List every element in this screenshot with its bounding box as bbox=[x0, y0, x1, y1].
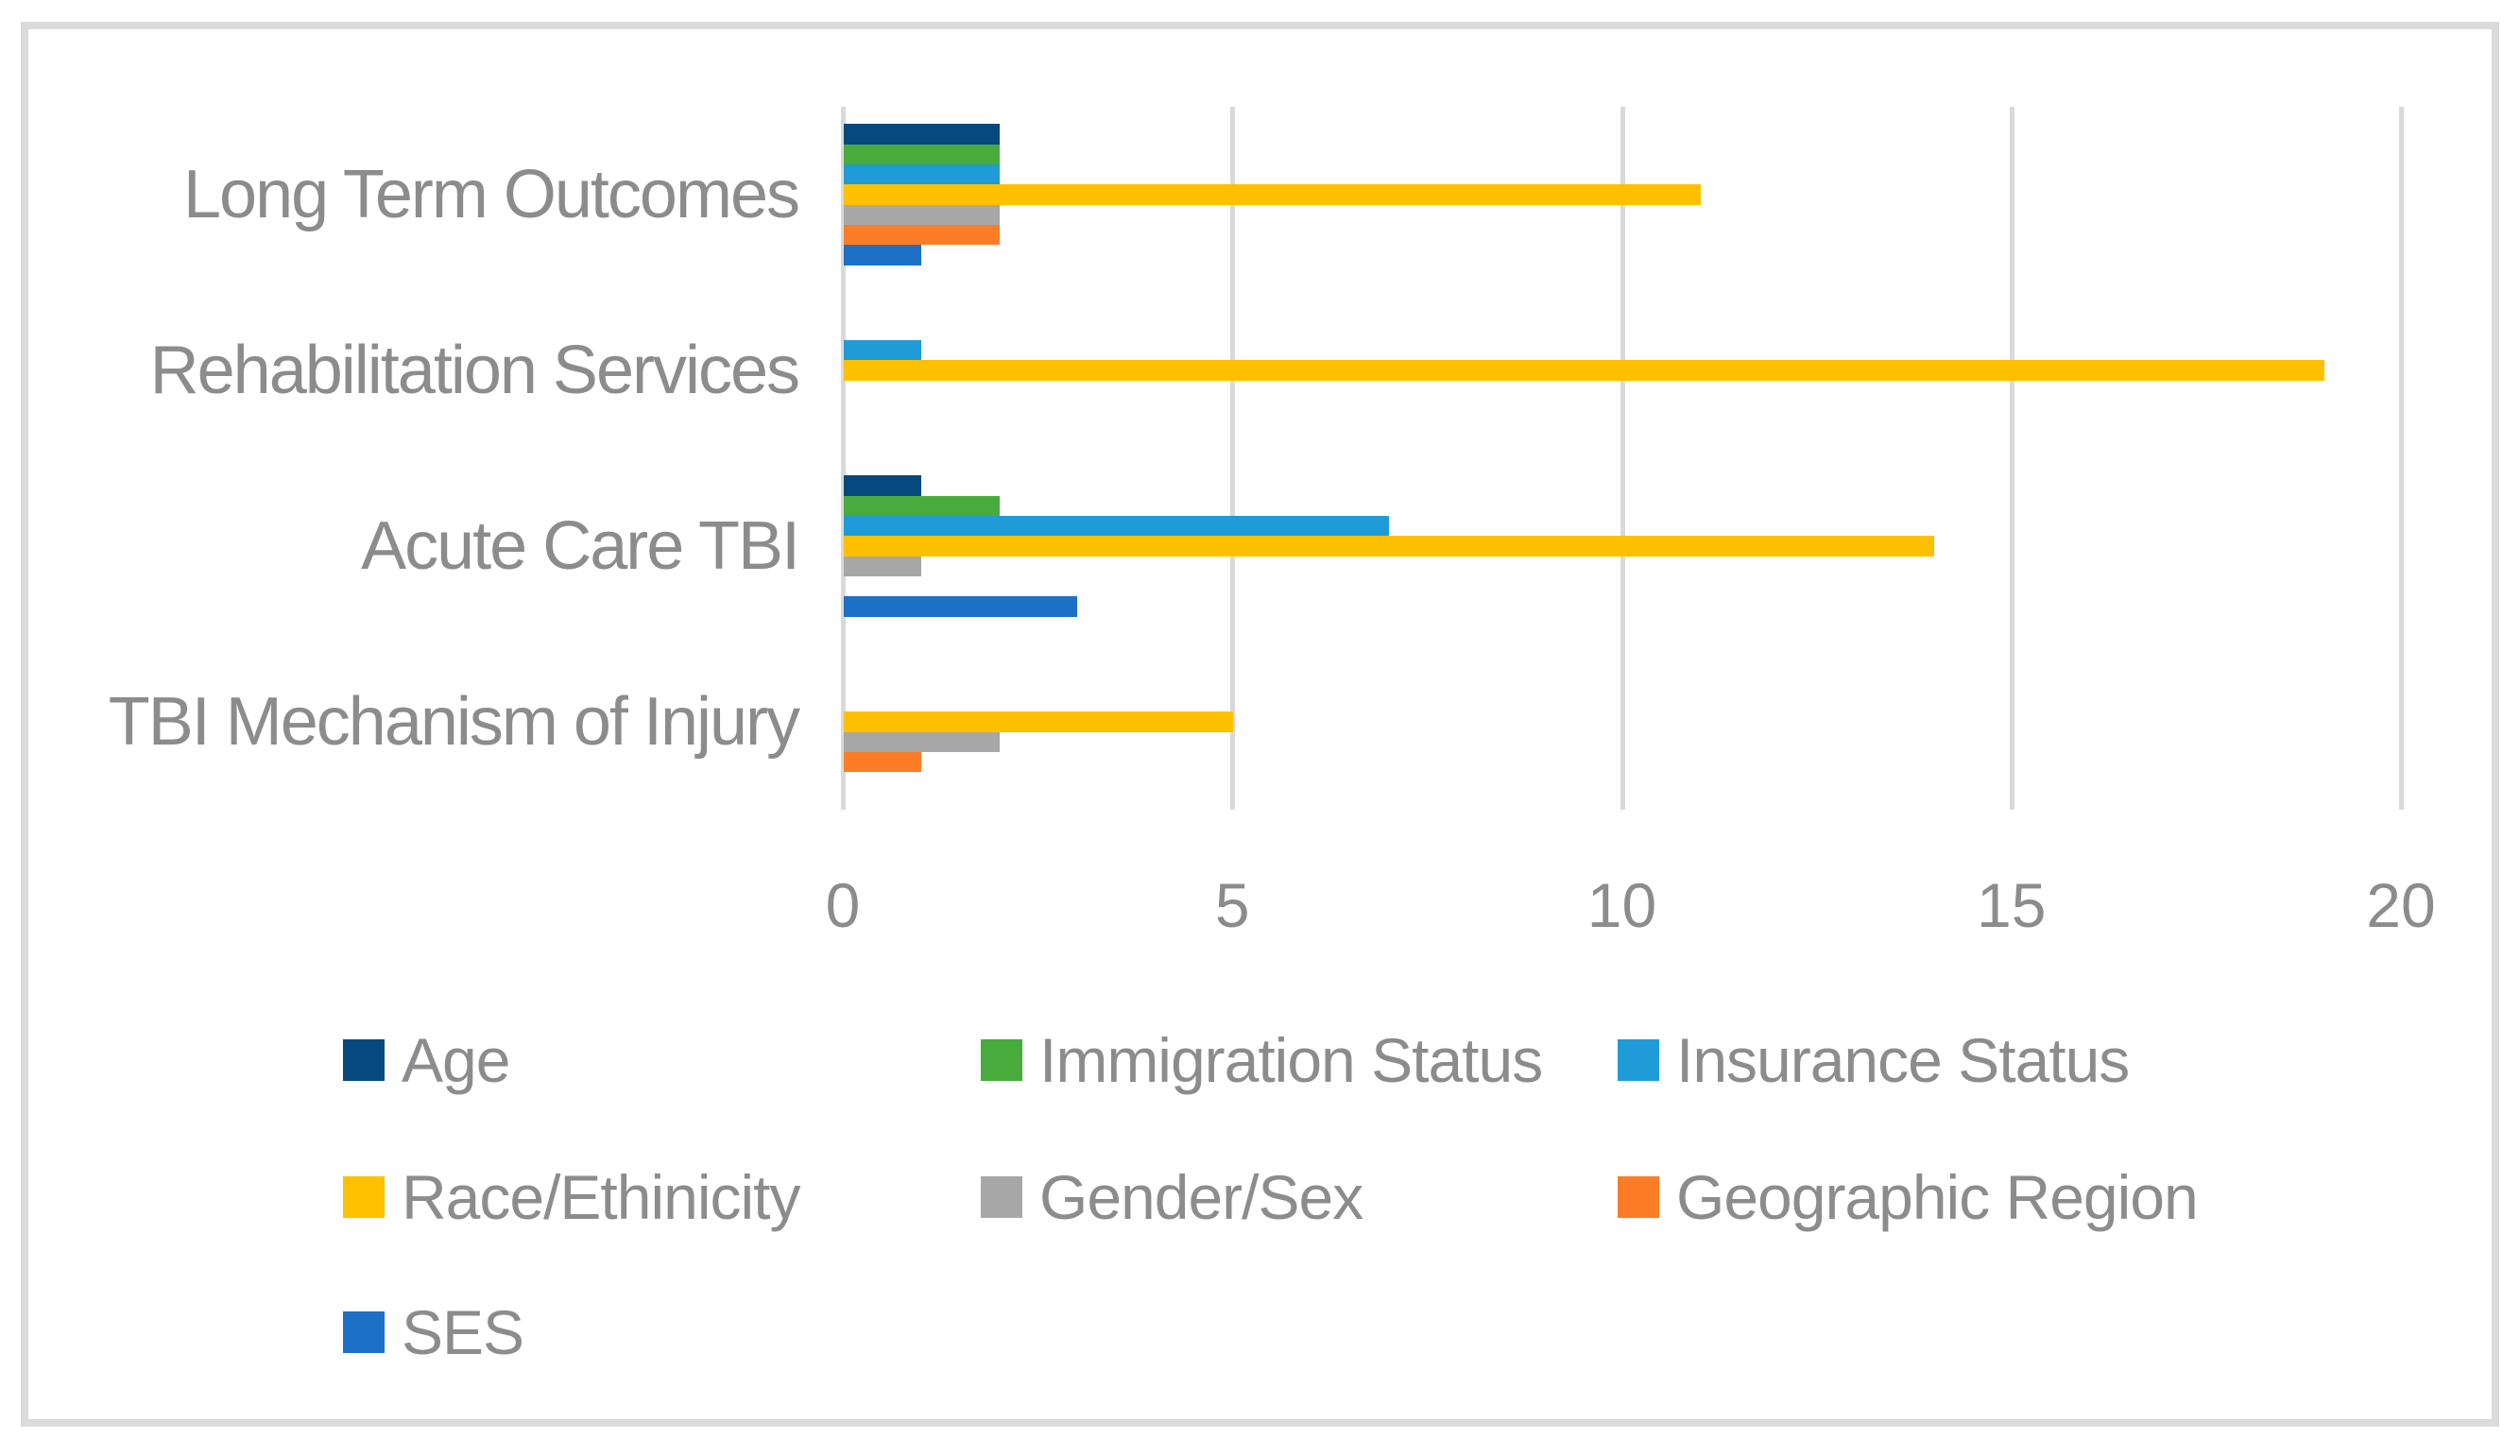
legend-label-insurance-status: Insurance Status bbox=[1676, 1025, 2130, 1095]
legend-swatch-gender-sex bbox=[981, 1176, 1022, 1218]
x-tick-label-15: 15 bbox=[1977, 870, 2047, 940]
gridline-15 bbox=[2009, 107, 2014, 810]
bar-geographic-region-tbi-mechanism-of-injury bbox=[844, 751, 922, 773]
legend-label-ses: SES bbox=[402, 1297, 524, 1367]
legend-item-insurance-status: Insurance Status bbox=[1618, 1025, 2130, 1095]
chart-frame bbox=[21, 22, 2499, 1427]
bar-race-ethinicity-rehabilitation-services bbox=[844, 360, 2324, 381]
bar-insurance-status-rehabilitation-services bbox=[844, 340, 922, 361]
legend-label-gender-sex: Gender/Sex bbox=[1039, 1162, 1363, 1232]
x-tick-label-20: 20 bbox=[2366, 870, 2436, 940]
legend-item-gender-sex: Gender/Sex bbox=[981, 1162, 1363, 1232]
legend-swatch-immigration-status bbox=[981, 1039, 1022, 1081]
bar-race-ethinicity-long-term-outcomes bbox=[844, 184, 1701, 205]
legend-label-geographic-region: Geographic Region bbox=[1676, 1162, 2199, 1232]
legend-item-age: Age bbox=[343, 1025, 510, 1095]
bar-race-ethinicity-tbi-mechanism-of-injury bbox=[844, 711, 1234, 732]
bar-race-ethinicity-acute-care-tbi bbox=[844, 536, 1935, 557]
bar-gender-sex-acute-care-tbi bbox=[844, 556, 922, 576]
bar-insurance-status-long-term-outcomes bbox=[844, 164, 1000, 185]
category-label-acute-care-tbi: Acute Care TBI bbox=[361, 508, 800, 584]
x-tick-label-10: 10 bbox=[1586, 870, 1657, 940]
legend-item-race-ethinicity: Race/Ethinicity bbox=[343, 1162, 801, 1232]
bar-geographic-region-long-term-outcomes bbox=[844, 224, 1000, 246]
legend-swatch-geographic-region bbox=[1618, 1176, 1659, 1218]
category-label-long-term-outcomes: Long Term Outcomes bbox=[183, 157, 800, 232]
gridline-5 bbox=[1230, 107, 1236, 810]
gridline-10 bbox=[1620, 107, 1625, 810]
bar-immigration-status-acute-care-tbi bbox=[844, 495, 1000, 517]
legend-swatch-ses bbox=[343, 1311, 385, 1353]
category-label-rehabilitation-services: Rehabilitation Services bbox=[149, 333, 800, 408]
legend-item-geographic-region: Geographic Region bbox=[1618, 1162, 2199, 1232]
bar-immigration-status-long-term-outcomes bbox=[844, 144, 1000, 165]
bar-insurance-status-acute-care-tbi bbox=[844, 516, 1390, 537]
x-tick-label-5: 5 bbox=[1214, 870, 1250, 940]
legend-item-ses: SES bbox=[343, 1297, 524, 1367]
legend-label-immigration-status: Immigration Status bbox=[1039, 1025, 1543, 1095]
x-tick-label-0: 0 bbox=[825, 870, 861, 940]
gridline-0 bbox=[841, 107, 846, 810]
legend-item-immigration-status: Immigration Status bbox=[981, 1025, 1543, 1095]
bar-gender-sex-tbi-mechanism-of-injury bbox=[844, 731, 1000, 752]
legend-swatch-race-ethinicity bbox=[343, 1176, 385, 1218]
gridline-20 bbox=[2399, 107, 2404, 810]
legend-label-age: Age bbox=[402, 1025, 510, 1095]
category-label-tbi-mechanism-of-injury: TBI Mechanism of Injury bbox=[108, 684, 800, 760]
bar-gender-sex-long-term-outcomes bbox=[844, 204, 1000, 225]
bar-ses-long-term-outcomes bbox=[844, 245, 922, 266]
legend-swatch-insurance-status bbox=[1618, 1039, 1659, 1081]
legend-label-race-ethinicity: Race/Ethinicity bbox=[402, 1162, 801, 1232]
bar-age-acute-care-tbi bbox=[844, 475, 922, 496]
legend-swatch-age bbox=[343, 1039, 385, 1081]
bar-age-long-term-outcomes bbox=[844, 124, 1000, 145]
bar-ses-acute-care-tbi bbox=[844, 596, 1078, 617]
